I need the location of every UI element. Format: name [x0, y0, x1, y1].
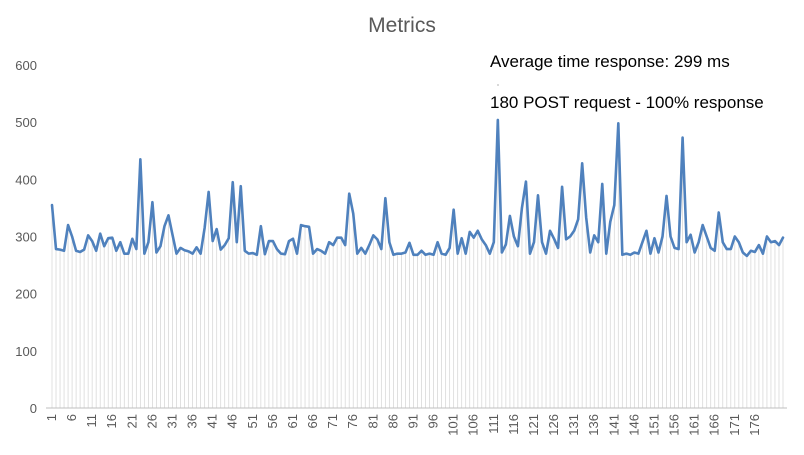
y-tick-label: 100	[15, 344, 37, 359]
y-tick-label: 400	[15, 172, 37, 187]
x-tick-label: 101	[446, 414, 461, 436]
x-tick-label: 1	[44, 414, 59, 421]
x-tick-label: 11	[84, 414, 99, 428]
x-tick-label: 61	[285, 414, 300, 428]
x-tick-label: 166	[707, 414, 722, 436]
annotation-dot	[497, 84, 499, 86]
x-tick-label: 126	[546, 414, 561, 436]
x-tick-label: 111	[486, 414, 501, 434]
x-tick-label: 106	[466, 414, 481, 436]
chart-title: Metrics	[368, 14, 436, 37]
y-tick-label: 600	[15, 58, 37, 73]
x-tick-label: 176	[747, 414, 762, 436]
x-tick-label: 16	[104, 414, 119, 428]
x-tick-label: 151	[646, 414, 661, 436]
x-axis-ticks: 1 6 11 16 21 26 31 36 41 46 51 56 61 66 71 76 81 86 91 96 10…	[44, 414, 762, 436]
x-tick-label: 71	[325, 414, 340, 428]
x-tick-label: 86	[385, 414, 400, 428]
x-tick-label: 31	[164, 414, 179, 428]
x-tick-label: 66	[305, 414, 320, 428]
x-tick-label: 136	[586, 414, 601, 436]
x-tick-label: 26	[144, 414, 159, 428]
x-tick-label: 171	[727, 414, 742, 436]
x-tick-label: 131	[566, 414, 581, 436]
average-response-annotation: Average time response: 299 ms	[490, 52, 730, 71]
x-tick-label: 56	[265, 414, 280, 428]
request-count-annotation: 180 POST request - 100% response	[490, 93, 764, 112]
y-tick-label: 300	[15, 230, 37, 245]
drop-lines	[51, 119, 784, 408]
x-tick-label: 161	[687, 414, 702, 436]
x-tick-label: 91	[405, 414, 420, 428]
y-tick-label: 0	[30, 401, 37, 416]
x-tick-label: 46	[225, 414, 240, 428]
x-tick-label: 156	[667, 414, 682, 436]
y-tick-label: 500	[15, 115, 37, 130]
x-tick-label: 36	[185, 414, 200, 428]
x-tick-label: 6	[64, 414, 79, 421]
x-tick-label: 121	[526, 414, 541, 436]
x-tick-label: 141	[606, 414, 621, 436]
x-tick-label: 21	[124, 414, 139, 428]
x-tick-label: 76	[345, 414, 360, 428]
x-tick-label: 116	[506, 414, 521, 435]
y-axis-ticks: 0 100 200 300 400 500 600	[15, 58, 37, 416]
series-line	[50, 118, 785, 258]
y-tick-label: 200	[15, 287, 37, 302]
x-tick-label: 96	[426, 414, 441, 428]
x-tick-label: 146	[626, 414, 641, 436]
x-tick-label: 81	[365, 414, 380, 428]
x-tick-label: 41	[205, 414, 220, 428]
series-group	[50, 118, 785, 258]
x-tick-label: 51	[245, 414, 260, 428]
